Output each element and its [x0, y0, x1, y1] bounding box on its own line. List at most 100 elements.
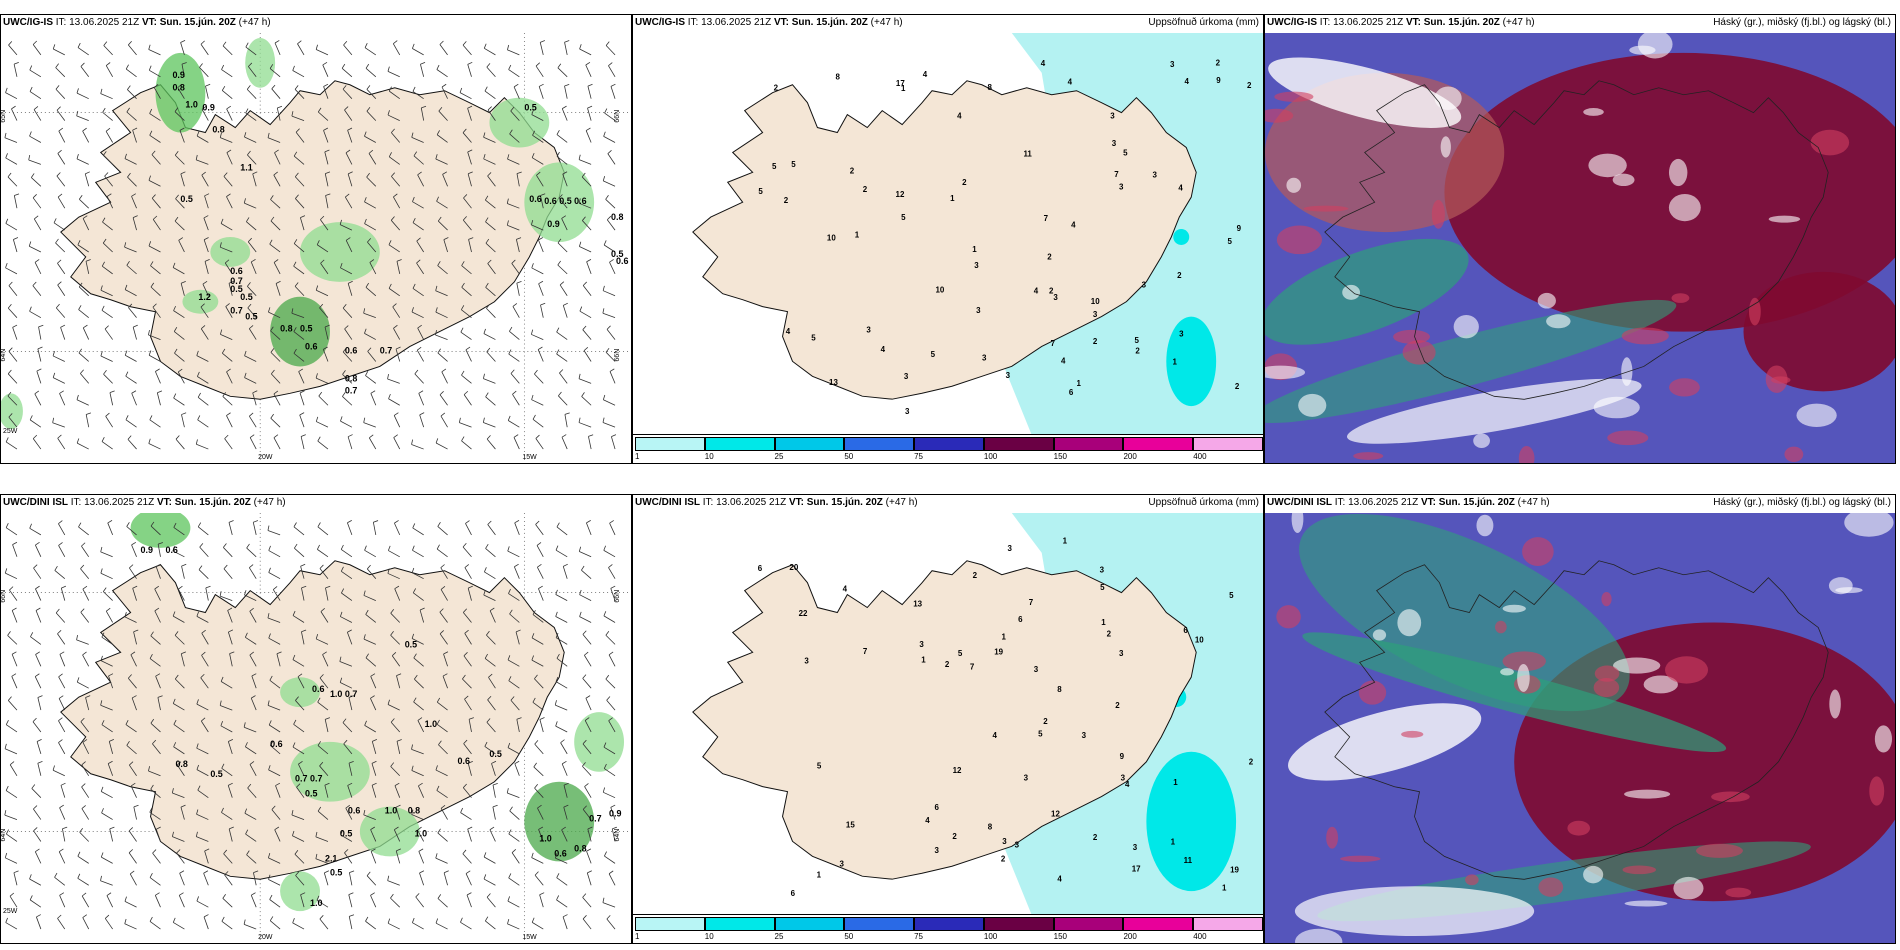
accum-value: 7: [1114, 170, 1119, 179]
precip-value: 0.5: [489, 749, 501, 759]
colorbar-swatch: [983, 917, 1054, 931]
accum-value: 3: [905, 407, 910, 416]
accum-value: 2: [973, 571, 978, 580]
accum-value: 4: [881, 345, 886, 354]
accum-value: 9: [1120, 752, 1125, 761]
accum-value: 2: [945, 660, 950, 669]
precip-value: 0.8: [172, 83, 184, 93]
accum-value: 4: [1184, 77, 1189, 86]
accum-value: 3: [1121, 774, 1126, 783]
precip-value: 1.1: [240, 162, 252, 172]
precip-value: 1.2: [198, 292, 210, 302]
colorbar-tick: 75: [914, 932, 924, 941]
accum-value: 8: [988, 822, 993, 831]
grid-label: 25W: [3, 908, 18, 915]
vt-label: VT:: [1405, 17, 1421, 28]
colorbar-tick: 10: [704, 932, 714, 941]
model-name: UWC/DINI ISL: [1267, 497, 1332, 508]
precip-value: 0.9: [202, 103, 214, 113]
panel-header: UWC/DINI ISL IT: 13.06.2025 21Z VT: Sun.…: [1267, 497, 1891, 511]
panel-wind-precip-igis: UWC/IG-IS IT: 13.06.2025 21Z VT: Sun. 15…: [0, 14, 632, 464]
vt-label: VT:: [156, 497, 172, 508]
precip-value: 0.8: [408, 806, 420, 816]
accum-value: 5: [958, 649, 963, 658]
colorbar-swatch: [914, 917, 984, 931]
model-name: UWC/IG-IS: [635, 17, 685, 28]
grid-label: 65N: [1, 110, 7, 123]
accum-value: 1: [1101, 618, 1106, 627]
precip-value: 0.6: [270, 739, 282, 749]
panel-header: UWC/DINI ISL IT: 13.06.2025 21Z VT: Sun.…: [635, 497, 1259, 511]
accum-value: 4: [1178, 183, 1183, 192]
accum-value: 20: [789, 563, 798, 572]
precip-value: 0.7: [345, 689, 357, 699]
accum-value: 12: [896, 190, 905, 199]
panel-header: UWC/IG-IS IT: 13.06.2025 21Z VT: Sun. 15…: [635, 17, 1259, 31]
accum-value: 3: [866, 326, 871, 335]
init-time: 13.06.2025 21Z: [69, 17, 140, 28]
map-area: 0.9 0.6 0.5 0.6 1.0 0.7 1.0 0.6 0.8 0.5 0.6 0.5 0.7 0…: [1, 513, 631, 943]
wind-barbs: [4, 40, 617, 450]
accum-value: 6: [791, 889, 796, 898]
accum-value: 15: [846, 820, 855, 829]
accum-value: 4: [992, 731, 997, 740]
accum-value: 12: [953, 766, 962, 775]
colorbar-swatch: [983, 437, 1054, 451]
accum-value: 1: [1077, 379, 1082, 388]
accum-value: 5: [1135, 336, 1140, 345]
accum-value: 3: [804, 656, 809, 665]
colorbar-swatch: [774, 437, 845, 451]
accum-value: 2: [1249, 758, 1254, 767]
lead-time: (+47 h): [238, 17, 271, 28]
accum-value: 3: [1142, 280, 1147, 289]
it-label: IT:: [70, 497, 82, 508]
accum-value: 4: [957, 111, 962, 120]
wind-barbs: [4, 520, 618, 930]
accum-value: 4: [1034, 286, 1039, 295]
map-area: [1265, 33, 1895, 463]
accum-value: 4: [1068, 78, 1073, 87]
colorbar-swatch: [1123, 437, 1194, 451]
precip-shading: [1, 37, 595, 430]
map-area: 0.9 0.8 1.0 0.9 0.8 1.1 0.5 0.5 0.6 0.6 0.5 0.6 0.9 0…: [1, 33, 631, 463]
accum-value: 3: [1082, 731, 1087, 740]
precip-value: 0.5: [300, 324, 312, 334]
accum-value: 1: [817, 870, 822, 879]
accum-value: 5: [1123, 148, 1128, 157]
colorbar: 1 10 25 50 75 100 150 200 400: [633, 914, 1263, 943]
accum-value: 4: [843, 585, 848, 594]
accum-value: 3: [1024, 774, 1029, 783]
accum-value: 4: [1041, 59, 1046, 68]
colorbar-tick: 400: [1193, 452, 1207, 461]
accum-value: 1: [1002, 632, 1007, 641]
lead-time: (+47 h): [253, 497, 286, 508]
precip-value: 0.8: [175, 759, 187, 769]
accum-value: 1: [901, 84, 906, 93]
accum-value: 5: [758, 187, 763, 196]
accum-value: 6: [1018, 615, 1023, 624]
panel-clouds-dini: UWC/DINI ISL IT: 13.06.2025 21Z VT: Sun.…: [1264, 494, 1896, 944]
accum-value: 3: [1110, 111, 1115, 120]
accum-value: 3: [1179, 329, 1184, 338]
accum-value: 10: [935, 286, 944, 295]
colorbar-swatch: [1193, 917, 1263, 931]
accum-value: 10: [1195, 635, 1204, 644]
accum-value: 3: [982, 354, 987, 363]
init-time: 13.06.2025 21Z: [1333, 17, 1404, 28]
accum-value: 2: [774, 84, 779, 93]
accum-value: 7: [970, 662, 975, 671]
init-time: 13.06.2025 21Z: [716, 497, 787, 508]
precip-value: 0.7: [295, 774, 307, 784]
accum-value: 3: [1112, 139, 1117, 148]
precip-value: 0.7: [589, 814, 601, 824]
model-name: UWC/DINI ISL: [3, 497, 68, 508]
precip-value: 0.6: [165, 545, 177, 555]
accum-value: 22: [799, 609, 808, 618]
accum-value: 5: [811, 333, 816, 342]
colorbar-tick: 50: [844, 452, 854, 461]
precip-value: 0.6: [544, 196, 556, 206]
colorbar-tick: 200: [1123, 452, 1137, 461]
accum-value: 2: [1107, 630, 1112, 639]
grid-label: 15W: [522, 934, 537, 941]
